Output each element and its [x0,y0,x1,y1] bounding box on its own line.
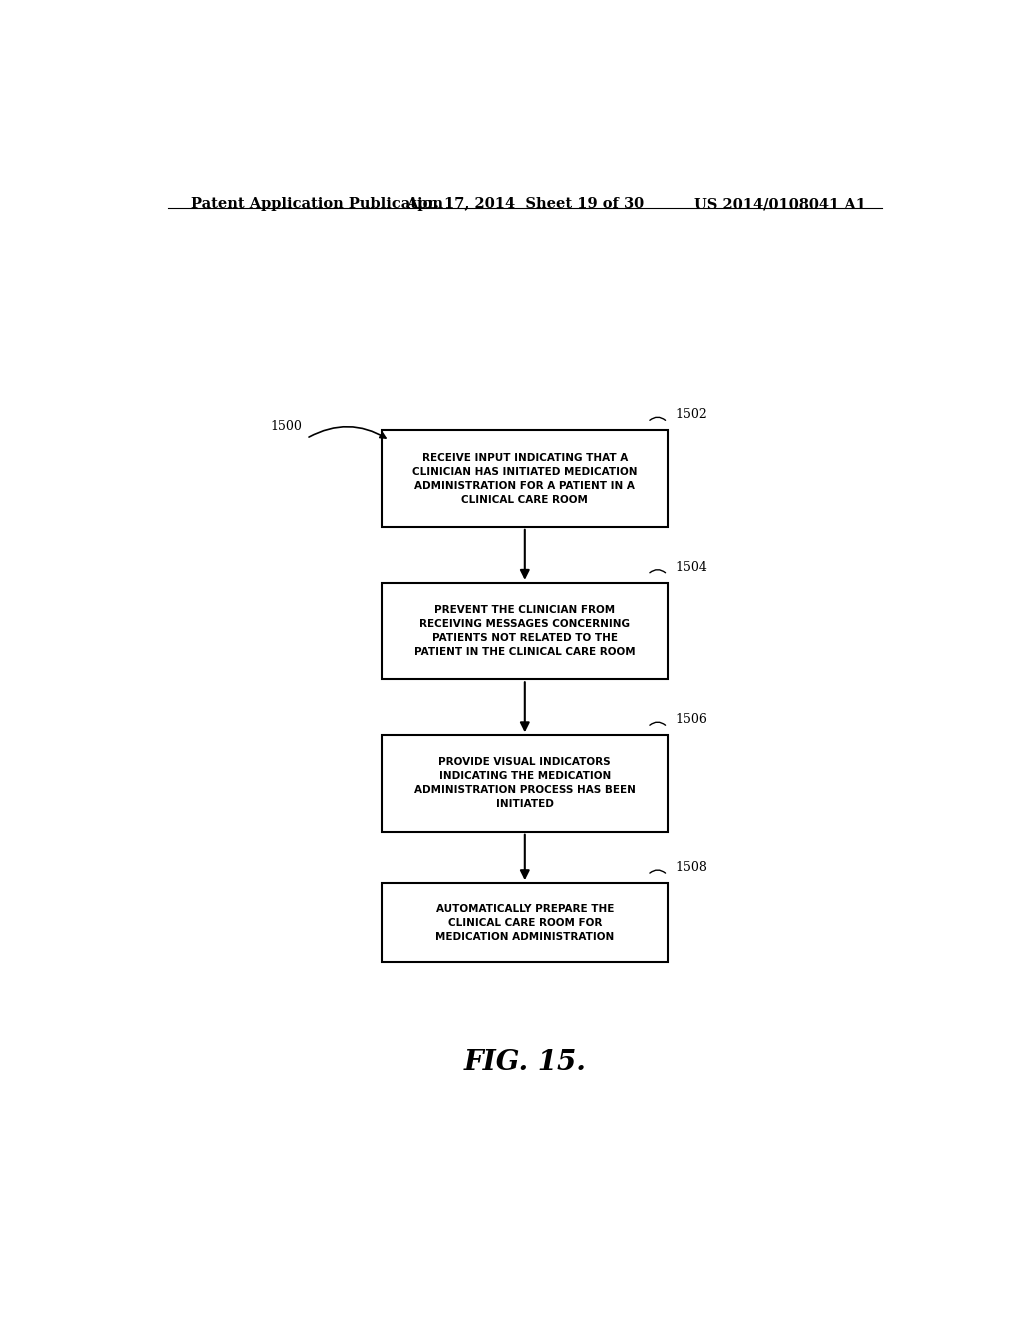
Text: AUTOMATICALLY PREPARE THE
CLINICAL CARE ROOM FOR
MEDICATION ADMINISTRATION: AUTOMATICALLY PREPARE THE CLINICAL CARE … [435,904,614,941]
Text: RECEIVE INPUT INDICATING THAT A
CLINICIAN HAS INITIATED MEDICATION
ADMINISTRATIO: RECEIVE INPUT INDICATING THAT A CLINICIA… [412,453,638,504]
Bar [382,735,668,832]
Text: 1508: 1508 [676,861,708,874]
Text: PROVIDE VISUAL INDICATORS
INDICATING THE MEDICATION
ADMINISTRATION PROCESS HAS B: PROVIDE VISUAL INDICATORS INDICATING THE… [414,758,636,809]
Bar [382,582,668,680]
Bar [382,883,668,962]
Text: 1500: 1500 [270,420,303,433]
Text: PREVENT THE CLINICIAN FROM
RECEIVING MESSAGES CONCERNING
PATIENTS NOT RELATED TO: PREVENT THE CLINICIAN FROM RECEIVING MES… [414,605,636,657]
Text: 1504: 1504 [676,561,708,574]
Text: 1506: 1506 [676,713,708,726]
Text: 1502: 1502 [676,408,708,421]
Text: Patent Application Publication: Patent Application Publication [191,197,443,211]
Text: FIG. 15.: FIG. 15. [464,1049,586,1076]
Text: US 2014/0108041 A1: US 2014/0108041 A1 [694,197,866,211]
Text: Apr. 17, 2014  Sheet 19 of 30: Apr. 17, 2014 Sheet 19 of 30 [406,197,644,211]
Bar [382,430,668,527]
